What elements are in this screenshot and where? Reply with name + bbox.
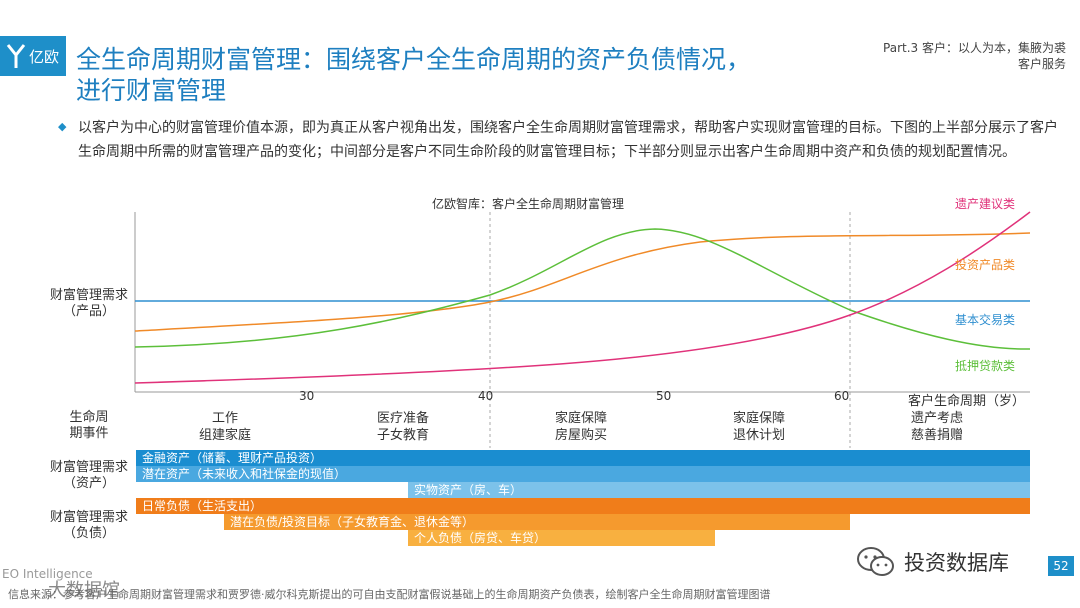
series-line-estate xyxy=(134,211,1031,384)
series-line-investment xyxy=(134,232,1031,332)
event-line-1: 医疗准备 xyxy=(376,411,429,426)
tick-30: 30 xyxy=(299,389,315,403)
tick-60: 60 xyxy=(834,389,850,403)
y-axis-label: 财富管理需求 （产品） xyxy=(46,288,132,320)
event-medical: 医疗准备 子女教育 xyxy=(368,410,438,444)
title-line-2: 进行财富管理 xyxy=(76,76,227,105)
y-axis-label-line-1: 财富管理需求 xyxy=(49,288,128,303)
tick-50: 50 xyxy=(656,389,672,403)
bar-daily-liabilities: 日常负债（生活支出） xyxy=(136,498,1030,514)
wechat-icon xyxy=(857,547,894,576)
watermark-text: 大数据馆 xyxy=(48,580,120,601)
events-row-label: 生命周 期事件 xyxy=(64,410,114,442)
eo-intelligence-label: EO Intelligence xyxy=(2,567,93,581)
bar-physical-assets: 实物资产（房、车） xyxy=(408,482,1030,498)
event-line-2: 房屋购买 xyxy=(554,428,607,443)
assets-label-line-2: （资产） xyxy=(62,476,115,491)
section-label: Part.3 客户：以人为本，集腋为裘 客户服务 xyxy=(883,40,1066,72)
section-label-line-2: 客户服务 xyxy=(1017,57,1066,71)
event-line-1: 家庭保障 xyxy=(554,411,607,426)
page-title: 全生命周期财富管理：围绕客户全生命周期的资产负债情况， 进行财富管理 xyxy=(76,44,836,106)
bar-financial-assets: 金融资产（储蓄、理财产品投资） xyxy=(136,450,1030,466)
assets-row-label: 财富管理需求 （资产） xyxy=(46,460,132,492)
title-line-1: 全生命周期财富管理：围绕客户全生命周期的资产负债情况， xyxy=(76,45,752,74)
diagram-title: 亿欧智库：客户全生命周期财富管理 xyxy=(432,197,625,211)
event-retire: 家庭保障 退休计划 xyxy=(724,410,794,444)
page-number: 52 xyxy=(1048,556,1074,576)
event-line-2: 组建家庭 xyxy=(198,428,251,443)
bullet-icon: ◆ xyxy=(58,120,67,133)
liabilities-label-line-2: （负债） xyxy=(62,526,115,541)
bar-personal-liabilities: 个人负债（房贷、车贷） xyxy=(408,530,715,546)
y-axis-label-line-2: （产品） xyxy=(62,304,115,319)
event-line-1: 工作 xyxy=(211,411,238,426)
tick-40: 40 xyxy=(478,389,494,403)
wechat-account-name: 投资数据库 xyxy=(904,551,1009,575)
bar-potential-assets: 潜在资产（未来收入和社保金的现值） xyxy=(136,466,1030,482)
event-work: 工作 组建家庭 xyxy=(190,410,260,444)
events-label-line-2: 期事件 xyxy=(69,426,109,441)
series-line-mortgage xyxy=(134,228,1031,350)
liabilities-label-line-1: 财富管理需求 xyxy=(49,510,128,525)
assets-label-line-1: 财富管理需求 xyxy=(49,460,128,475)
event-line-2: 退休计划 xyxy=(732,428,785,443)
event-line-2: 慈善捐赠 xyxy=(910,428,963,443)
section-label-line-1: Part.3 客户：以人为本，集腋为裘 xyxy=(883,41,1066,55)
source-note: 信息来源：参考客户生命周期财富管理需求和贾罗德·威尔科克斯提出的可自由支配财富假… xyxy=(8,588,771,601)
logo: 亿欧 xyxy=(0,36,66,76)
event-line-1: 遗产考虑 xyxy=(910,411,963,426)
liabilities-row-label: 财富管理需求 （负债） xyxy=(46,510,132,542)
event-legacy: 遗产考虑 慈善捐赠 xyxy=(902,410,972,444)
bar-potential-liabilities: 潜在负债/投资目标（子女教育金、退休金等） xyxy=(224,514,850,530)
logo-text: 亿欧 xyxy=(29,47,60,66)
series-label-basic: 基本交易类 xyxy=(955,313,1016,327)
x-axis-label: 客户生命周期（岁） xyxy=(908,394,1026,409)
series-label-estate: 遗产建议类 xyxy=(955,197,1016,211)
yiou-logo-icon xyxy=(6,44,26,68)
event-line-2: 子女教育 xyxy=(376,428,429,443)
event-house: 家庭保障 房屋购买 xyxy=(546,410,616,444)
events-label-line-1: 生命周 xyxy=(69,410,109,425)
wechat-watermark: 投资数据库 xyxy=(856,546,1009,578)
series-label-investment: 投资产品类 xyxy=(955,258,1016,272)
event-line-1: 家庭保障 xyxy=(732,411,785,426)
series-label-mortgage: 抵押贷款类 xyxy=(955,359,1016,373)
intro-paragraph: 以客户为中心的财富管理价值本源，即为真正从客户视角出发，围绕客户全生命周期财富管… xyxy=(78,120,1058,160)
